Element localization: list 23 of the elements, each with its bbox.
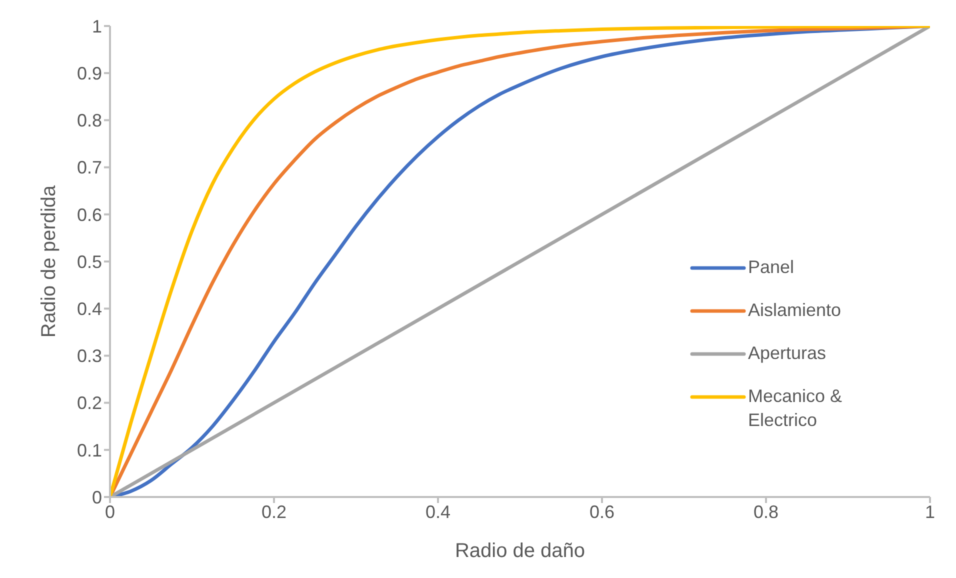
y-tick-label: 0.9 xyxy=(76,63,102,84)
y-tick-label: 0.6 xyxy=(76,204,102,225)
x-tick-label: 0 xyxy=(104,502,116,522)
x-tick-label: 0.8 xyxy=(753,502,779,522)
y-tick-label: 1 xyxy=(92,16,102,36)
y-tick-label: 0.7 xyxy=(76,158,102,178)
y-tick-label: 0 xyxy=(92,487,102,508)
y-tick-label: 0.3 xyxy=(76,346,102,366)
x-axis-title: Radio de daño xyxy=(454,540,586,562)
x-tick-label: 1 xyxy=(924,502,936,522)
legend-label: Panel xyxy=(748,256,794,279)
y-tick-label: 0.2 xyxy=(76,393,102,414)
y-axis-title: Radio de perdida xyxy=(38,184,60,338)
legend-label: Aislamiento xyxy=(748,299,842,322)
legend-label: Mecanico & Electrico xyxy=(748,385,844,432)
legend-label: Aperturas xyxy=(748,342,826,365)
x-tick-label: 0.4 xyxy=(425,502,451,522)
y-tick-label: 0.8 xyxy=(76,110,102,131)
y-tick-label: 0.5 xyxy=(76,252,102,272)
y-tick-label: 0.1 xyxy=(76,440,102,460)
x-tick-label: 0.6 xyxy=(589,502,615,522)
x-tick-label: 0.2 xyxy=(261,502,287,522)
y-tick-label: 0.4 xyxy=(76,298,102,319)
